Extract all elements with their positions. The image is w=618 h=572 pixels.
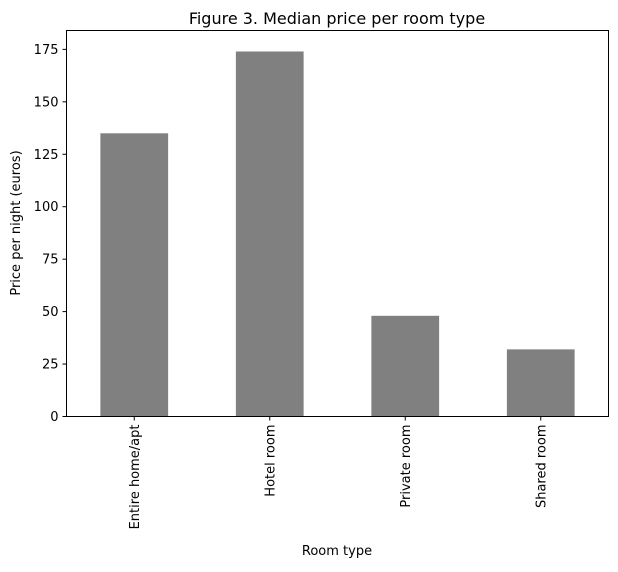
y-tick-label-0: 0 [50,410,58,425]
x-tick-label-3: Shared room [534,425,549,509]
x-tick-label-2: Private room [399,425,414,508]
bar-0 [100,133,169,417]
y-tick-label-7: 175 [34,43,59,58]
x-tick-label-1: Hotel room [263,425,278,497]
bar-2 [371,315,440,417]
y-tick-label-6: 150 [34,95,59,110]
bar-1 [235,51,304,417]
y-tick-label-5: 125 [34,148,59,163]
bar-3 [506,349,575,417]
y-tick-label-3: 75 [42,253,59,268]
y-tick-label-2: 50 [42,305,59,320]
x-axis: Entire home/apt Hotel room Private room Sha… [128,416,549,530]
y-tick-label-4: 100 [34,200,59,215]
y-tick-label-1: 25 [42,358,59,373]
y-axis-label: Price per night (euros) [9,150,24,295]
y-axis: 0 25 50 75 100 125 150 175 [34,43,67,425]
x-axis-label: Room type [302,544,372,559]
plot-frame [66,30,609,417]
x-tick-label-0: Entire home/apt [128,425,143,530]
bars-layer [100,51,575,417]
chart-title: Figure 3. Median price per room type [189,9,485,28]
